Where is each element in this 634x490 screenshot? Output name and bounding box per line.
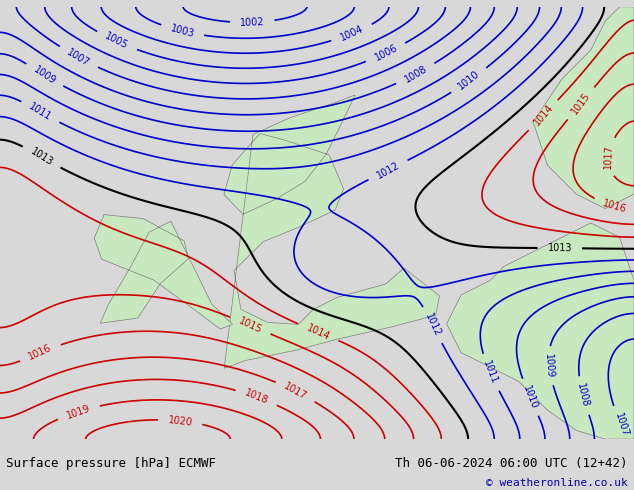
Text: 1009: 1009 [543,353,555,378]
Text: 1016: 1016 [602,198,628,215]
Text: 1006: 1006 [373,43,399,63]
Text: 1013: 1013 [29,147,55,168]
Polygon shape [533,7,634,209]
Text: 1014: 1014 [305,322,332,342]
Text: Surface pressure [hPa] ECMWF: Surface pressure [hPa] ECMWF [6,457,216,470]
Text: 1009: 1009 [32,64,58,86]
Text: 1007: 1007 [612,412,630,438]
Text: 1002: 1002 [240,17,265,28]
Text: 1013: 1013 [548,243,572,253]
Text: 1005: 1005 [103,31,130,51]
Text: 1011: 1011 [27,101,53,122]
Text: 1015: 1015 [570,91,592,116]
Text: 1008: 1008 [403,63,429,85]
Text: 1012: 1012 [375,160,401,180]
Text: 1010: 1010 [456,69,482,92]
Text: 1017: 1017 [282,381,309,402]
Text: 1007: 1007 [65,47,91,68]
Text: 1015: 1015 [237,316,264,335]
Text: 1011: 1011 [481,359,500,386]
Text: 1017: 1017 [603,145,614,170]
Text: 1012: 1012 [423,312,443,339]
Text: 1019: 1019 [65,403,92,420]
Polygon shape [224,95,439,368]
Text: 1014: 1014 [531,103,555,128]
Text: 1018: 1018 [243,388,270,406]
Text: 1008: 1008 [576,383,591,409]
Text: 1016: 1016 [27,343,53,362]
Text: 1004: 1004 [339,24,365,43]
Polygon shape [94,215,233,329]
Polygon shape [447,223,634,439]
Text: Th 06-06-2024 06:00 UTC (12+42): Th 06-06-2024 06:00 UTC (12+42) [395,457,628,470]
Text: © weatheronline.co.uk: © weatheronline.co.uk [486,478,628,489]
Text: 1003: 1003 [169,23,195,39]
Text: 1010: 1010 [521,384,539,411]
Text: 1020: 1020 [167,415,193,427]
